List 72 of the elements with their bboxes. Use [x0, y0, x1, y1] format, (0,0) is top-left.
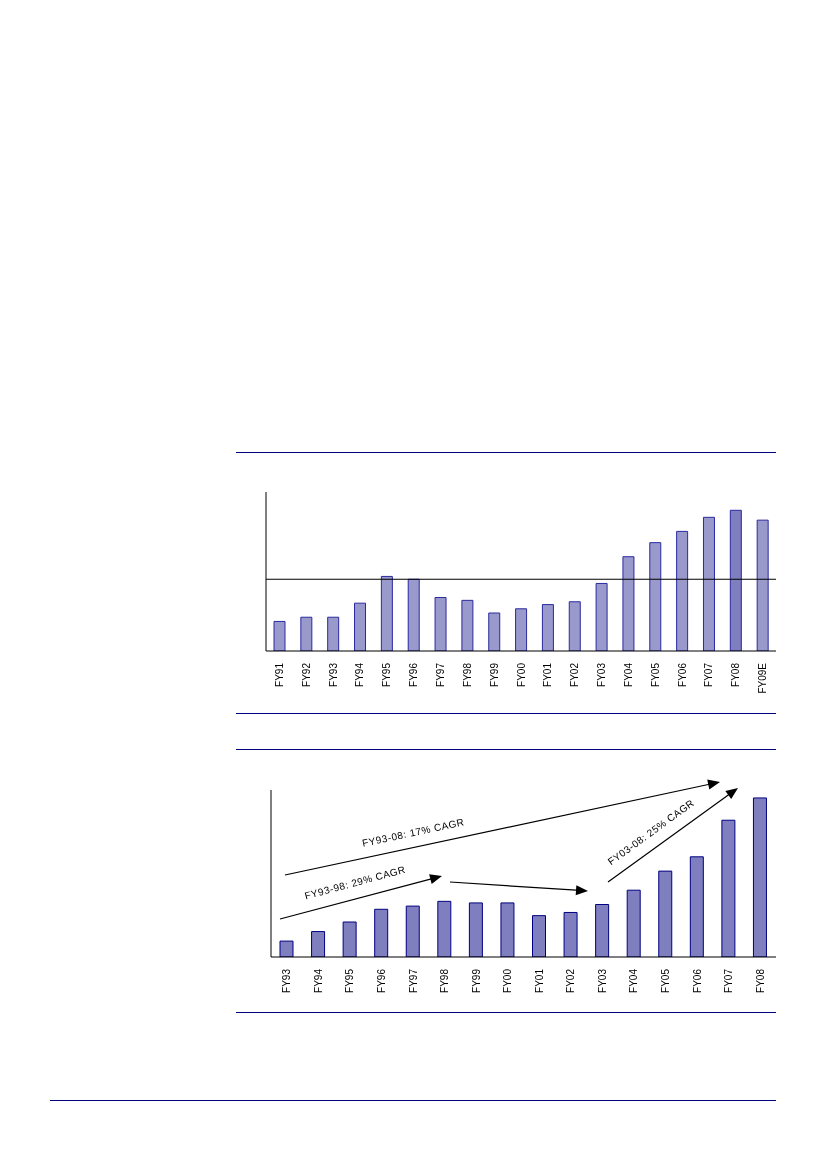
x-tick-label: FY93	[281, 968, 293, 993]
x-tick-label: FY04	[628, 968, 640, 993]
bar	[380, 575, 393, 651]
bar	[273, 620, 286, 651]
annotation: FY93-08: 17% CAGR	[361, 816, 466, 849]
bar	[563, 911, 578, 957]
bar	[752, 797, 767, 957]
x-tick-label: FY98	[461, 662, 473, 687]
bar	[622, 556, 635, 651]
x-tick-label: FY94	[354, 662, 366, 687]
x-tick-label: FY00	[515, 662, 527, 687]
x-tick-label: FY98	[439, 968, 451, 993]
x-tick-label: FY07	[723, 968, 735, 993]
bar	[595, 904, 610, 957]
bar	[327, 616, 340, 651]
x-tick-label: FY09E	[757, 662, 769, 694]
x-tick-label: FY05	[649, 662, 661, 687]
bar	[649, 542, 662, 651]
x-tick-label: FY91	[273, 662, 285, 687]
bar	[354, 602, 367, 651]
bar	[342, 921, 357, 957]
annotation: FY93-98: 29% CAGR	[303, 863, 407, 902]
x-tick-label: FY96	[375, 968, 387, 993]
x-tick-label: FY06	[691, 968, 703, 993]
bar	[676, 530, 689, 651]
bar	[300, 616, 313, 651]
bar	[541, 604, 554, 651]
x-tick-label: FY00	[502, 968, 514, 993]
bar	[407, 578, 420, 651]
x-tick-label: FY99	[470, 968, 482, 993]
bar	[437, 900, 452, 957]
bar	[374, 908, 389, 957]
x-tick-label: FY99	[488, 662, 500, 687]
bar	[568, 601, 581, 651]
x-tick-label: FY06	[676, 662, 688, 687]
bar	[468, 902, 483, 957]
x-tick-label: FY03	[596, 968, 608, 993]
bar	[515, 608, 528, 651]
x-tick-label: FY97	[407, 968, 419, 993]
x-tick-label: FY96	[408, 662, 420, 687]
bar	[488, 612, 501, 651]
x-tick-label: FY04	[622, 662, 634, 687]
bar	[532, 915, 546, 957]
x-tick-label: FY07	[703, 662, 715, 687]
x-tick-label: FY02	[565, 968, 577, 993]
bar	[405, 905, 420, 957]
bar	[729, 509, 742, 651]
bar	[721, 819, 736, 957]
bar	[279, 940, 294, 957]
bar	[689, 856, 704, 957]
bar	[461, 599, 474, 651]
x-tick-label: FY97	[434, 662, 446, 687]
bar	[702, 516, 715, 651]
x-tick-label: FY03	[596, 662, 608, 687]
bar	[626, 889, 641, 957]
bar	[658, 870, 673, 957]
x-tick-label: FY95	[381, 662, 393, 687]
bar	[434, 597, 447, 651]
x-tick-label: FY05	[660, 968, 672, 993]
x-tick-label: FY93	[327, 662, 339, 687]
x-tick-label: FY01	[542, 662, 554, 687]
x-tick-label: FY08	[730, 662, 742, 687]
x-tick-label: FY08	[754, 968, 766, 993]
x-tick-label: FY95	[344, 968, 356, 993]
x-tick-label: FY92	[300, 662, 312, 687]
bar	[595, 582, 608, 651]
bar	[756, 519, 769, 651]
x-tick-label: FY94	[312, 968, 324, 993]
bar	[311, 931, 326, 957]
x-tick-label: FY02	[569, 662, 581, 687]
x-tick-label: FY01	[533, 968, 545, 993]
bar	[500, 902, 515, 957]
